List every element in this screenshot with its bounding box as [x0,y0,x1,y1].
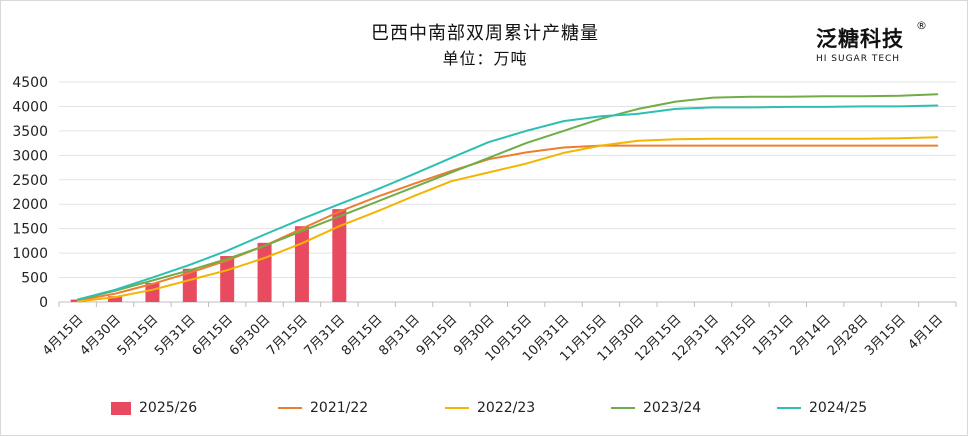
x-tick-label: 5月31日 [152,312,199,359]
legend-item-2023-24: 2023/24 [611,398,701,418]
chart-subtitle: 单位：万吨 [442,49,528,68]
x-tick-label: 4月1日 [905,312,946,353]
x-tick-label: 8月31日 [376,312,423,359]
legend-item-2022-23: 2022/23 [445,398,535,418]
legend-item-2025-26: 2025/26 [111,398,197,418]
logo-text: 泛糖科技 [816,27,904,51]
x-tick-label: 3月15日 [862,312,909,359]
legend-swatch [278,407,302,409]
x-tick-label: 7月15日 [264,312,311,359]
y-tick-label: 0 [39,295,48,311]
x-tick-label: 5月15日 [115,312,162,359]
x-tick-label: 4月15日 [40,312,87,359]
legend-label: 2021/22 [310,400,369,416]
y-tick-label: 4000 [12,99,48,115]
x-tick-label: 4月30日 [77,312,124,359]
series-line-2024-25 [76,104,939,301]
bar-2025-26 [332,209,347,302]
bar-2025-26 [182,268,197,302]
y-tick-label: 1000 [12,246,48,262]
x-tick-label: 2月14日 [787,312,834,359]
bar-2025-26 [294,226,309,302]
bar-2025-26 [220,256,235,302]
bar-2025-26 [257,242,272,302]
bar-2025-26 [108,296,123,302]
legend-swatch [611,407,635,409]
logo-registered-mark: ® [916,19,927,32]
x-tick-label: 1月15日 [713,312,760,359]
x-tick-label: 9月15日 [414,312,461,359]
y-tick-label: 1500 [12,222,48,238]
legend-item-2024-25: 2024/25 [777,398,867,418]
series-line-2021-22 [76,144,939,302]
series-line-2023-24 [76,93,939,301]
y-tick-label: 500 [21,271,48,287]
legend-label: 2023/24 [643,400,702,416]
x-tick-label: 1月31日 [750,312,797,359]
legend-swatch [111,401,131,415]
chart-title: 巴西中南部双周累计产糖量 [371,23,599,44]
y-tick-label: 3000 [12,148,48,164]
legend-swatch [445,407,469,409]
y-tick-label: 3500 [12,124,48,140]
series-line-2022-23 [76,136,939,303]
bar-2025-26 [145,282,160,302]
y-tick-label: 2000 [12,197,48,213]
legend-label: 2024/25 [809,400,868,416]
legend-swatch [777,407,801,409]
x-tick-label: 6月30日 [227,312,274,359]
logo-subtext: HI SUGAR TECH [816,54,901,64]
legend-label: 2022/23 [477,400,536,416]
x-tick-label: 7月31日 [302,312,349,359]
x-tick-label: 6月15日 [189,312,236,359]
chart-legend: 2025/26 2021/22 2022/23 2023/24 2024/25 [1,398,967,418]
x-tick-label: 2月28日 [825,312,872,359]
legend-item-2021-22: 2021/22 [278,398,368,418]
y-tick-label: 2500 [12,173,48,189]
y-tick-label: 4500 [12,75,48,91]
brand-logo: 泛糖科技 ® HI SUGAR TECH [816,19,936,64]
x-tick-label: 8月15日 [339,312,386,359]
legend-label: 2025/26 [139,400,198,416]
